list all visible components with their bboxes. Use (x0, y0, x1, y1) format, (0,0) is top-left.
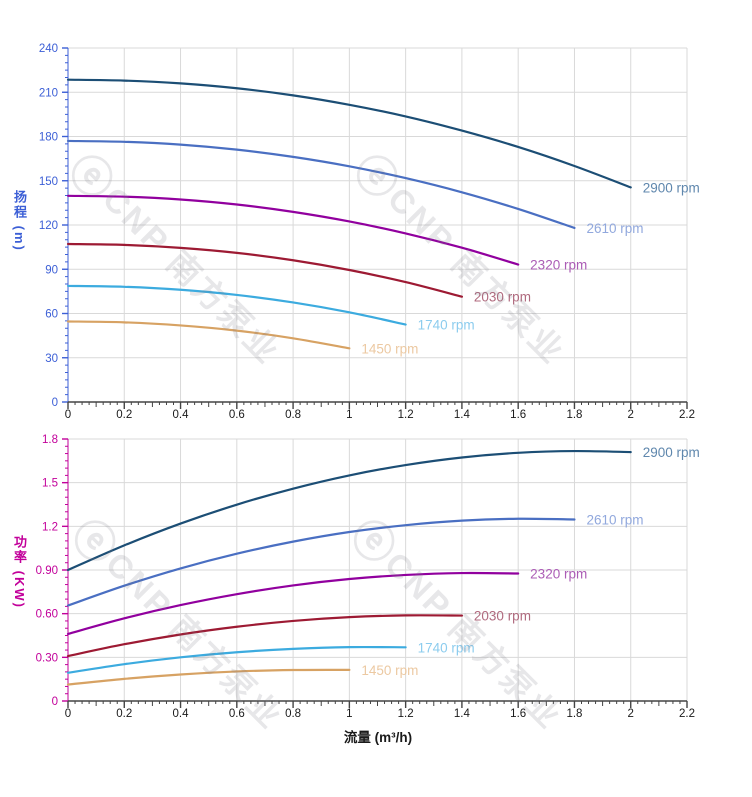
x-tick-label: 2.2 (679, 409, 695, 421)
x-tick-label: 2 (628, 708, 634, 720)
y-tick-label: 90 (45, 264, 58, 276)
y-ticks: 0 0.30 0.60 0.90 1.2 1.5 1.8 (36, 434, 68, 708)
y-tick-label: 180 (39, 132, 58, 144)
curve-label-2610rpm: 2610 rpm (586, 221, 643, 236)
x-tick-label: 0.6 (229, 708, 245, 720)
x-tick-label: 1.8 (566, 409, 582, 421)
y-tick-label: 30 (45, 353, 58, 365)
x-tick-label: 0.4 (173, 708, 190, 720)
curve-2030rpm (66, 614, 464, 658)
y-tick-label: 240 (39, 43, 58, 55)
curve-label-2320rpm: 2320 rpm (530, 566, 587, 581)
x-tick-label: 1 (346, 409, 352, 421)
x-tick-label: 1.4 (454, 708, 471, 720)
y-tick-label: 1.2 (42, 521, 58, 533)
y-tick-label: 0 (52, 696, 58, 708)
x-tick-label: 0.8 (285, 708, 301, 720)
x-tick-label: 1.8 (566, 708, 582, 720)
x-ticks: 0 0.2 0.4 0.6 0.8 1 1.2 1.4 1.6 1.8 2 2.2 (65, 402, 695, 421)
grid (68, 47, 688, 402)
grid (68, 438, 688, 701)
curve-label-2030rpm: 2030 rpm (474, 290, 531, 305)
curve-label-1740rpm: 1740 rpm (418, 640, 475, 655)
y-tick-label: 0 (52, 397, 58, 409)
x-tick-label: 1.4 (454, 409, 471, 421)
y-tick-label: 0.30 (36, 652, 58, 664)
curve-label-1450rpm: 1450 rpm (361, 341, 418, 356)
curve-2900rpm (66, 78, 632, 189)
curve-1740rpm (66, 284, 407, 326)
y-tick-label: 120 (39, 220, 58, 232)
x-tick-label: 0.2 (116, 708, 132, 720)
x-tick-label: 1.2 (398, 708, 414, 720)
curve-1740rpm (66, 645, 407, 674)
curve-1450rpm (66, 668, 351, 686)
power-chart: 0 0.30 0.60 0.90 1.2 1.5 1.8 0 0.2 0.4 0.6 0.8 1 1.2 1… (36, 434, 700, 720)
curve-2030rpm (66, 242, 464, 298)
x-tick-label: 0.8 (285, 409, 301, 421)
y-tick-label: 0.90 (36, 565, 58, 577)
curve-label-2610rpm: 2610 rpm (586, 512, 643, 527)
flow-axis-title: 流量 (m³/h) (343, 730, 413, 745)
x-tick-label: 1.6 (510, 708, 526, 720)
x-tick-label: 1 (346, 708, 352, 720)
x-tick-label: 1.2 (398, 409, 414, 421)
y-tick-label: 1.8 (42, 434, 58, 446)
y-tick-label: 150 (39, 176, 58, 188)
curve-label-2900rpm: 2900 rpm (643, 180, 700, 195)
x-tick-label: 1.6 (510, 409, 526, 421)
curve-label-2900rpm: 2900 rpm (643, 445, 700, 460)
curve-label-2320rpm: 2320 rpm (530, 258, 587, 273)
y-tick-label: 60 (45, 309, 58, 321)
curve-2610rpm (66, 517, 576, 607)
curve-label-1450rpm: 1450 rpm (361, 663, 418, 678)
curve-label-2030rpm: 2030 rpm (474, 609, 531, 624)
x-tick-label: 0 (65, 708, 71, 720)
curve-label-1740rpm: 1740 rpm (418, 318, 475, 333)
curve-2320rpm (66, 571, 520, 635)
curve-2900rpm (66, 449, 632, 572)
curve-2320rpm (66, 194, 520, 266)
x-tick-label: 0.2 (116, 409, 132, 421)
x-tick-label: 0.6 (229, 409, 245, 421)
head-axis-title: 扬程 (m) (12, 190, 27, 252)
x-ticks: 0 0.2 0.4 0.6 0.8 1 1.2 1.4 1.6 1.8 2 2.2 (65, 701, 695, 720)
x-tick-label: 2.2 (679, 708, 695, 720)
power-axis-title: 功率 (KW) (12, 535, 27, 609)
y-ticks: 0 30 60 90 120 150 180 210 240 (39, 43, 68, 409)
x-tick-label: 0 (65, 409, 71, 421)
y-tick-label: 1.5 (42, 478, 58, 490)
y-tick-label: 210 (39, 87, 58, 99)
x-tick-label: 0.4 (173, 409, 190, 421)
curve-1450rpm (66, 320, 351, 350)
curve-2610rpm (66, 139, 576, 230)
x-tick-label: 2 (628, 409, 634, 421)
y-tick-label: 0.60 (36, 609, 58, 621)
head-chart: 0 30 60 90 120 150 180 210 240 0 0.2 0.4 0.6 0.8 1 1.2 1… (39, 43, 700, 421)
